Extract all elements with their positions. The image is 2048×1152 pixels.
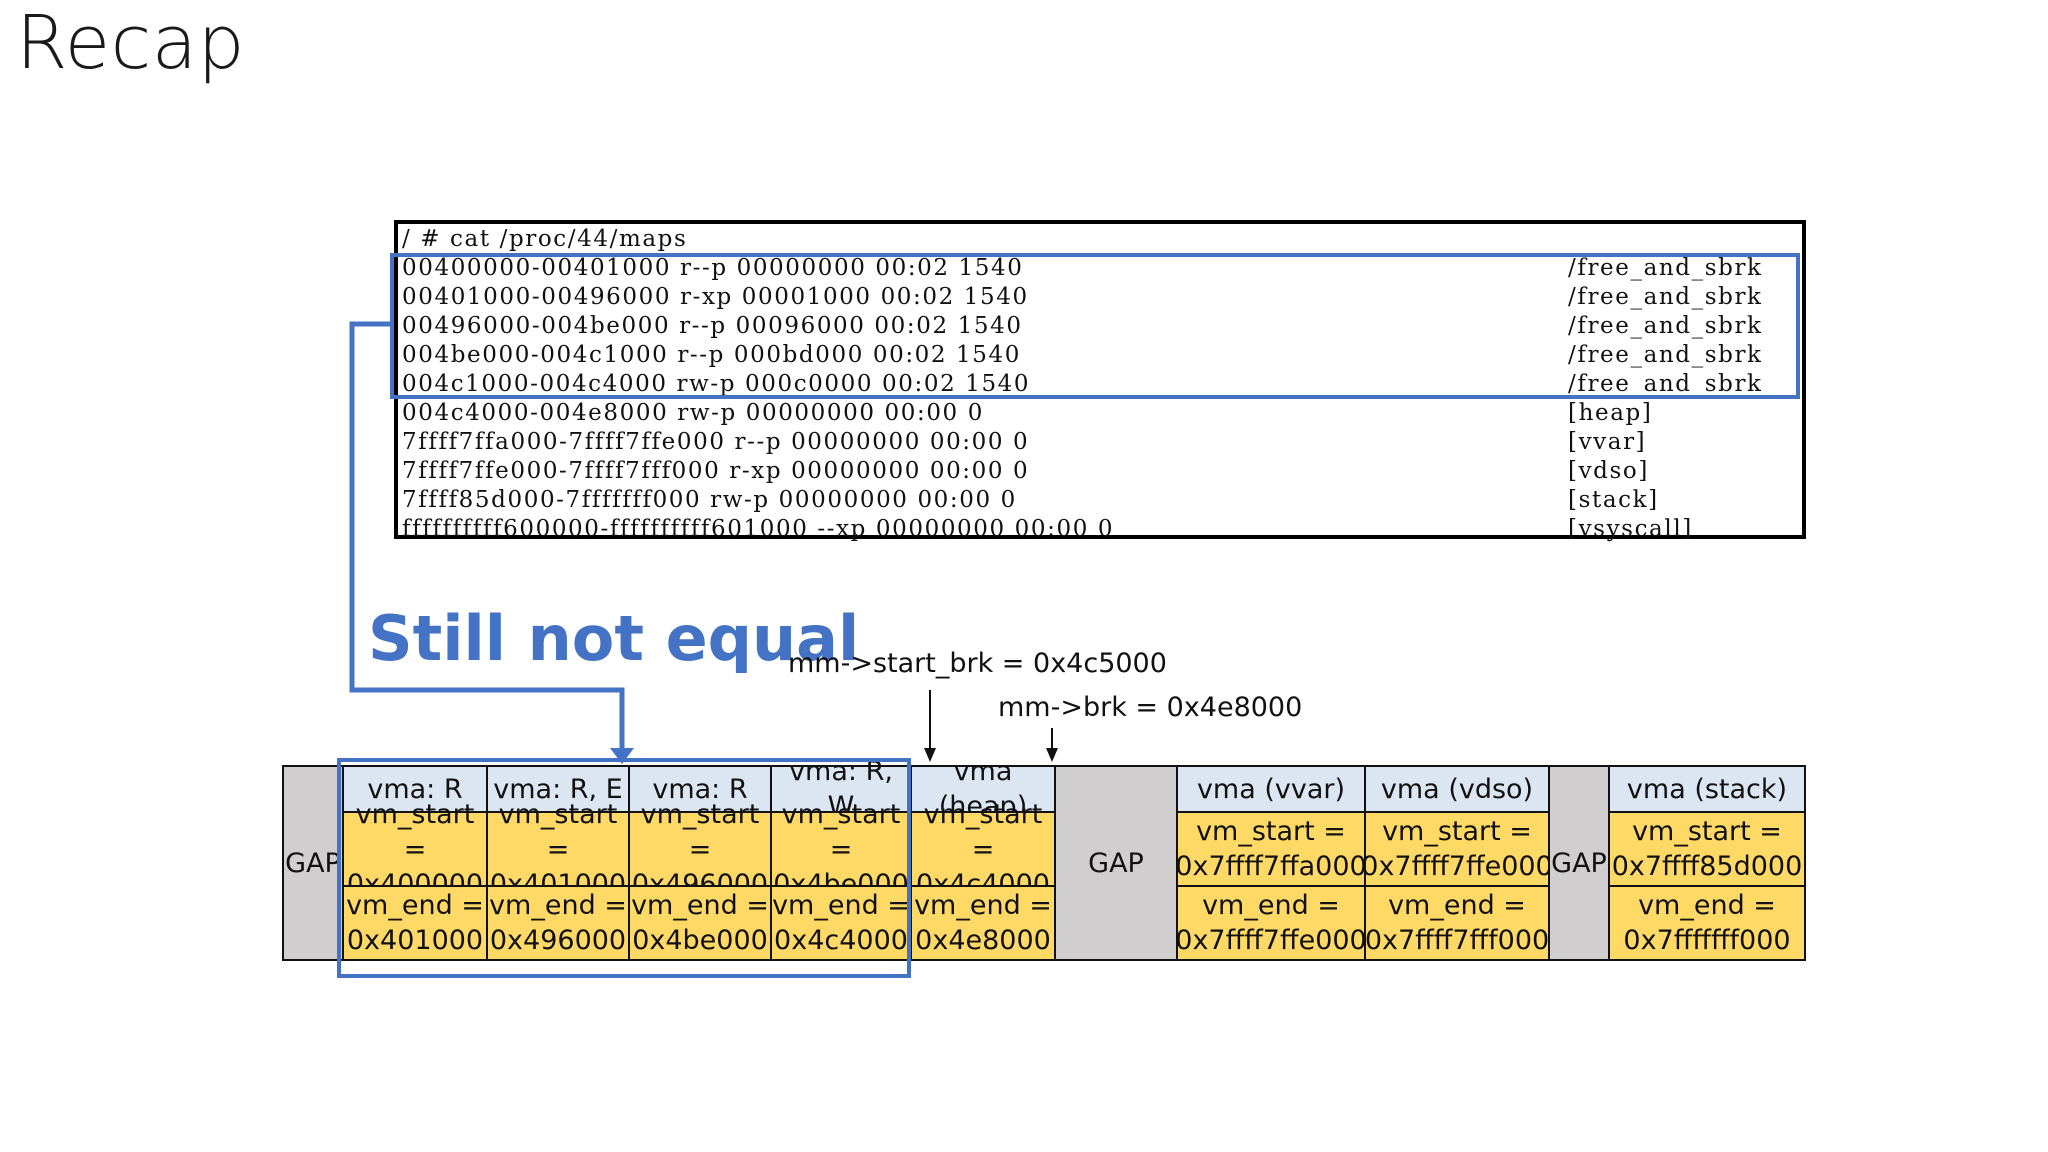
- vm-end-cell: vm_end = 0x7fffffff000: [1608, 885, 1806, 961]
- vma-header: vma (stack): [1608, 765, 1806, 813]
- vma-header: vma (vdso): [1364, 765, 1550, 813]
- gap-cell: GAP: [1054, 765, 1178, 961]
- vm-start-cell: vm_start = 0x7ffff85d000: [1608, 811, 1806, 887]
- vm-end-cell: vm_end = 0x7ffff7fff000: [1364, 885, 1550, 961]
- maps-line: 7ffff85d000-7fffffff000 rw-p 00000000 00…: [402, 487, 1017, 513]
- still-not-equal-callout: Still not equal: [368, 602, 859, 675]
- maps-name: [stack]: [1568, 487, 1659, 513]
- maps-name: [heap]: [1568, 400, 1652, 426]
- vm-start-cell: vm_start = 0x4c4000: [910, 811, 1056, 887]
- slide-title: Recap: [16, 0, 245, 86]
- vm-end-cell: vm_end = 0x4e8000: [910, 885, 1056, 961]
- vm-start-cell: vm_start = 0x7ffff7ffa000: [1176, 811, 1366, 887]
- start-brk-annotation: mm->start_brk = 0x4c5000: [788, 648, 1167, 679]
- terminal-command: / # cat /proc/44/maps: [402, 226, 687, 252]
- binary-vmas-highlight: [337, 758, 911, 978]
- binary-mappings-highlight: [390, 253, 1800, 399]
- maps-line: 7ffff7ffe000-7ffff7fff000 r-xp 00000000 …: [402, 458, 1029, 484]
- gap-cell: GAP: [282, 765, 344, 961]
- maps-line: ffffffffff600000-ffffffffff601000 --xp 0…: [402, 516, 1114, 542]
- maps-name: [vdso]: [1568, 458, 1649, 484]
- maps-name: [vsyscall]: [1568, 516, 1693, 542]
- vma-header: vma (vvar): [1176, 765, 1366, 813]
- maps-line: 7ffff7ffa000-7ffff7ffe000 r--p 00000000 …: [402, 429, 1029, 455]
- maps-line: 004c4000-004e8000 rw-p 00000000 00:00 0: [402, 400, 984, 426]
- maps-name: [vvar]: [1568, 429, 1646, 455]
- vm-start-cell: vm_start = 0x7ffff7ffe000: [1364, 811, 1550, 887]
- gap-cell: GAP: [1548, 765, 1610, 961]
- vm-end-cell: vm_end = 0x7ffff7ffe000: [1176, 885, 1366, 961]
- brk-annotation: mm->brk = 0x4e8000: [998, 692, 1302, 723]
